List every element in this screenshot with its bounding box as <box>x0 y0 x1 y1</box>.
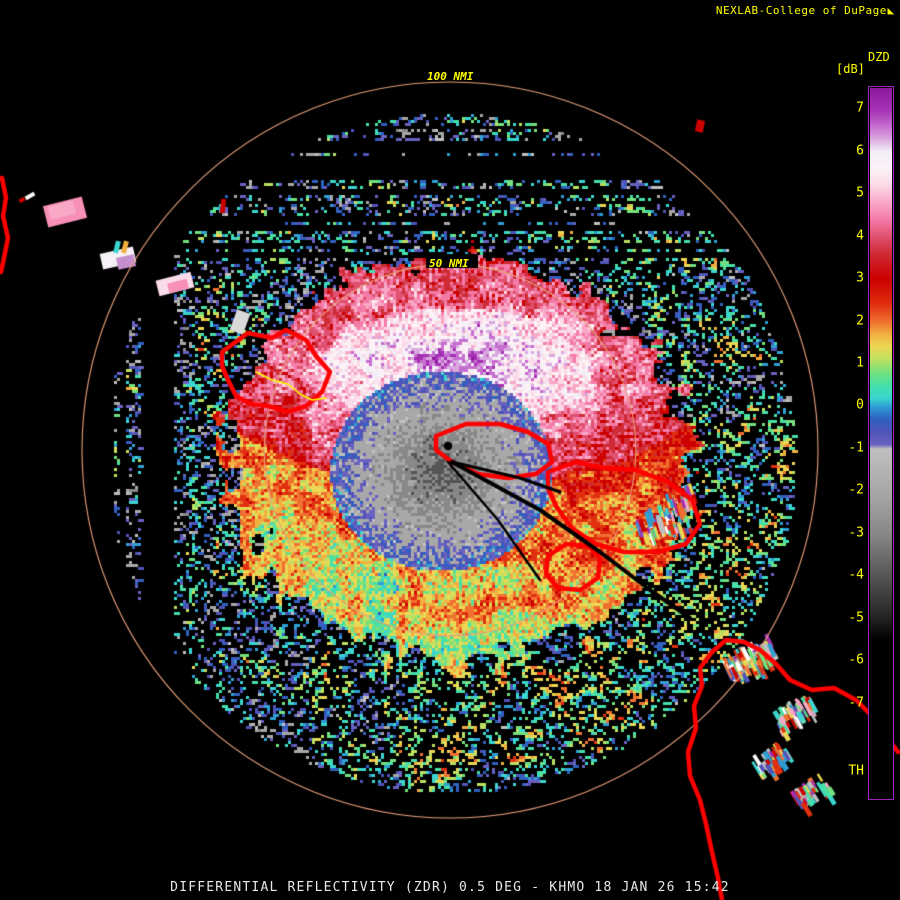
colorbar-tick-neg6: -6 <box>848 652 864 668</box>
header-credit-text: NEXLAB-College of DuPage <box>715 4 887 17</box>
colorbar-tick-0: 0 <box>856 397 864 413</box>
colorbar-unit-label: [dB] <box>836 62 865 76</box>
colorbar-tick-6: 6 <box>856 143 864 159</box>
colorbar-threshold-label: TH <box>848 763 864 779</box>
colorbar-frame <box>868 86 894 800</box>
colorbar-tick-neg3: -3 <box>848 525 864 541</box>
colorbar-tick-neg1: -1 <box>848 440 864 456</box>
colorbar-tick-4: 4 <box>856 228 864 244</box>
header-credit: NEXLAB-College of DuPage◢ <box>716 4 894 17</box>
colorbar-tick-neg5: -5 <box>848 610 864 626</box>
colorbar-tick-1: 1 <box>856 355 864 371</box>
colorbar-title: DZD <box>868 50 890 64</box>
range-ring-label-50nmi: 50 NMI <box>429 257 469 270</box>
colorbar-tick-neg7: -7 <box>848 695 864 711</box>
colorbar-tick-2: 2 <box>856 313 864 329</box>
colorbar-tick-5: 5 <box>856 185 864 201</box>
colorbar-tick-3: 3 <box>856 270 864 286</box>
range-ring-label-100nmi: 100 NMI <box>427 70 474 83</box>
colorbar-tick-7: 7 <box>856 100 864 116</box>
colorbar-legend: [dB] DZD 7 6 5 4 3 2 1 0 -1 -2 -3 -4 -5 -6 -7 TH <box>836 50 900 810</box>
product-caption: DIFFERENTIAL REFLECTIVITY (ZDR) 0.5 DEG … <box>170 880 730 895</box>
colorbar-gradient <box>870 88 892 640</box>
colorbar-tick-neg2: -2 <box>848 482 864 498</box>
cod-logo-icon: ◢ <box>886 4 894 17</box>
colorbar-tick-neg4: -4 <box>848 567 864 583</box>
